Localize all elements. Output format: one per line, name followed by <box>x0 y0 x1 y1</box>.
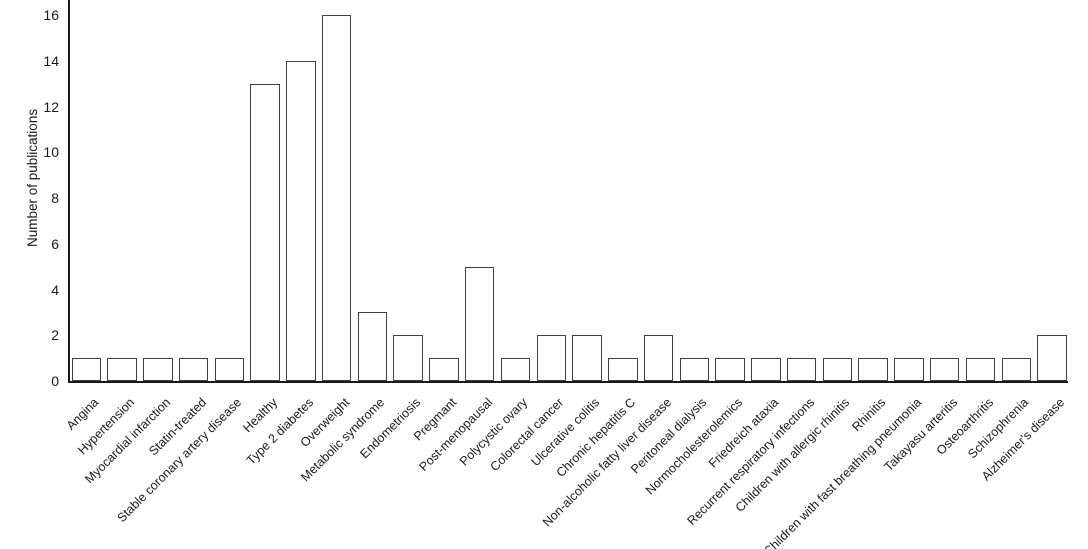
bar <box>751 358 781 381</box>
bar <box>608 358 638 381</box>
y-tick-label: 0 <box>51 373 59 389</box>
bar <box>929 358 960 381</box>
bar <box>1001 358 1032 381</box>
bar <box>71 358 101 381</box>
y-tick-label: 2 <box>51 327 59 344</box>
bar <box>858 358 888 381</box>
bar <box>715 358 745 381</box>
y-tick-label: 8 <box>51 190 59 206</box>
bar <box>286 60 316 381</box>
y-axis-line <box>68 0 70 383</box>
bar <box>214 358 245 381</box>
bar <box>178 358 209 381</box>
y-tick-label: 12 <box>43 98 59 115</box>
bar <box>822 358 853 381</box>
bar <box>357 312 388 381</box>
x-axis-line <box>68 381 1068 383</box>
bar <box>464 266 495 381</box>
bar <box>894 358 924 381</box>
y-tick-label: 10 <box>43 144 59 161</box>
bar <box>536 335 566 381</box>
bar <box>572 335 602 381</box>
bar <box>250 83 280 381</box>
bar <box>321 15 352 381</box>
bar <box>965 358 996 381</box>
bar <box>643 335 674 381</box>
y-tick-label: 6 <box>51 235 59 252</box>
bar <box>143 358 173 381</box>
bar <box>786 358 817 381</box>
y-axis-title: Number of publications <box>25 108 40 247</box>
y-tick-label: 4 <box>51 281 59 298</box>
bar <box>393 335 423 381</box>
bar <box>429 358 459 381</box>
bar <box>500 358 531 381</box>
y-tick-label: 14 <box>43 52 59 69</box>
bar <box>1037 335 1067 381</box>
bar <box>107 358 137 381</box>
y-tick-label: 16 <box>43 7 59 23</box>
bar <box>679 358 710 381</box>
